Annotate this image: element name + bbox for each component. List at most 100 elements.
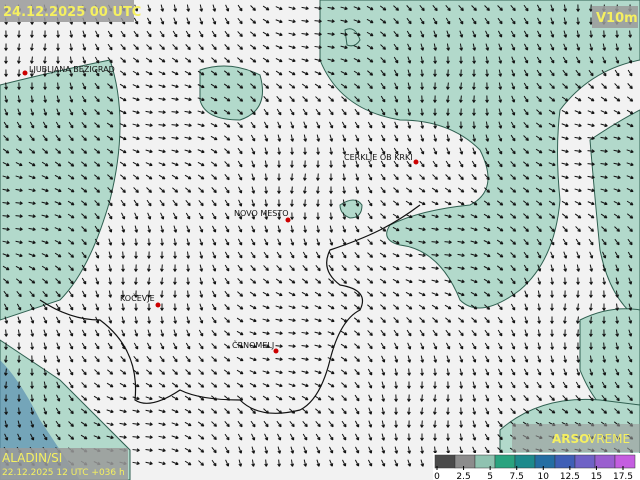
wind-arrow	[211, 395, 218, 401]
wind-arrow	[472, 82, 476, 90]
wind-arrow	[106, 396, 114, 401]
wind-arrow	[355, 186, 360, 194]
wind-arrow	[264, 225, 269, 233]
wind-arrow	[394, 95, 399, 103]
brand: ARSO	[552, 432, 589, 446]
wind-arrow	[237, 96, 244, 102]
wind-arrow	[275, 292, 283, 297]
wind-arrow	[249, 31, 257, 37]
wind-arrow	[172, 342, 178, 350]
wind-arrow	[458, 5, 464, 12]
wind-arrow	[405, 187, 413, 193]
wind-arrow	[81, 368, 87, 376]
wind-arrow	[81, 226, 87, 232]
wind-arrow	[316, 238, 321, 246]
wind-arrow	[561, 213, 569, 219]
wind-arrow	[146, 369, 153, 375]
wind-arrow	[483, 226, 491, 232]
wind-arrow	[107, 187, 113, 194]
wind-arrow	[431, 187, 439, 193]
wind-arrow	[69, 56, 74, 64]
wind-arrow	[159, 44, 165, 50]
wind-arrow	[523, 122, 529, 129]
wind-arrow	[459, 368, 464, 376]
wind-arrow	[601, 226, 608, 232]
wind-arrow	[379, 278, 387, 284]
wind-arrow	[444, 240, 452, 244]
wind-arrow	[93, 161, 101, 167]
wind-arrow	[444, 201, 452, 206]
wind-arrow	[327, 304, 335, 310]
wind-arrow	[224, 199, 230, 207]
wind-arrow	[262, 5, 270, 11]
wind-arrow	[289, 265, 295, 272]
wind-arrow	[29, 121, 35, 129]
wind-arrow	[237, 173, 243, 181]
wind-arrow	[55, 433, 61, 441]
wind-arrow	[420, 407, 424, 415]
wind-arrow	[29, 303, 35, 311]
wind-arrow	[173, 238, 178, 246]
wind-arrow	[159, 355, 165, 363]
wind-arrow	[133, 199, 139, 207]
wind-arrow	[68, 408, 74, 415]
wind-arrow	[627, 251, 633, 259]
wind-arrow	[237, 17, 243, 25]
wind-arrow	[329, 238, 334, 246]
wind-arrow	[69, 95, 74, 103]
wind-arrow	[30, 69, 34, 77]
wind-arrow	[446, 394, 450, 402]
wind-arrow	[392, 278, 400, 284]
wind-arrow	[4, 108, 9, 116]
wind-arrow	[159, 369, 166, 375]
wind-arrow	[212, 238, 217, 246]
wind-arrow	[147, 225, 152, 233]
wind-arrow	[28, 278, 36, 284]
wind-arrow	[30, 407, 35, 415]
wind-arrow	[68, 121, 74, 129]
wind-arrow	[237, 109, 244, 115]
wind-arrow	[431, 304, 439, 310]
wind-arrow	[41, 240, 49, 245]
wind-arrow	[236, 356, 244, 362]
wind-arrow	[368, 446, 373, 454]
wind-arrow	[147, 303, 151, 311]
wind-arrow	[81, 148, 88, 154]
wind-arrow	[69, 82, 74, 90]
wind-arrow	[184, 123, 192, 128]
wind-arrow	[288, 292, 296, 297]
wind-arrow	[497, 187, 504, 193]
wind-arrow	[459, 381, 464, 389]
wind-arrow	[483, 200, 491, 206]
wind-arrow	[94, 135, 101, 141]
wind-arrow	[613, 123, 621, 128]
wind-arrow	[548, 200, 556, 206]
wind-arrow	[367, 83, 373, 90]
wind-arrow	[537, 290, 542, 298]
wind-arrow	[380, 213, 387, 219]
wind-arrow	[458, 342, 464, 350]
wind-arrow	[43, 108, 48, 116]
wind-arrow	[29, 134, 35, 142]
wind-arrow	[68, 355, 74, 363]
wind-arrow	[484, 304, 491, 310]
wind-arrow	[41, 161, 49, 167]
wind-arrow	[303, 459, 308, 467]
wind-arrow	[275, 305, 283, 310]
wind-arrow	[459, 43, 464, 51]
wind-arrow	[302, 96, 308, 103]
wind-arrow	[602, 251, 607, 259]
wind-arrow	[316, 459, 321, 467]
wind-arrow	[446, 56, 450, 64]
wind-arrow	[199, 238, 204, 246]
wind-arrow	[197, 434, 205, 440]
wind-arrow	[379, 18, 387, 24]
wind-arrow	[470, 304, 478, 310]
wind-arrow	[433, 69, 437, 77]
wind-arrow	[197, 70, 205, 76]
wind-arrow	[67, 226, 75, 232]
wind-arrow	[523, 148, 530, 154]
wind-arrow	[3, 135, 9, 142]
wind-arrow	[236, 369, 244, 375]
wind-arrow	[575, 69, 581, 77]
